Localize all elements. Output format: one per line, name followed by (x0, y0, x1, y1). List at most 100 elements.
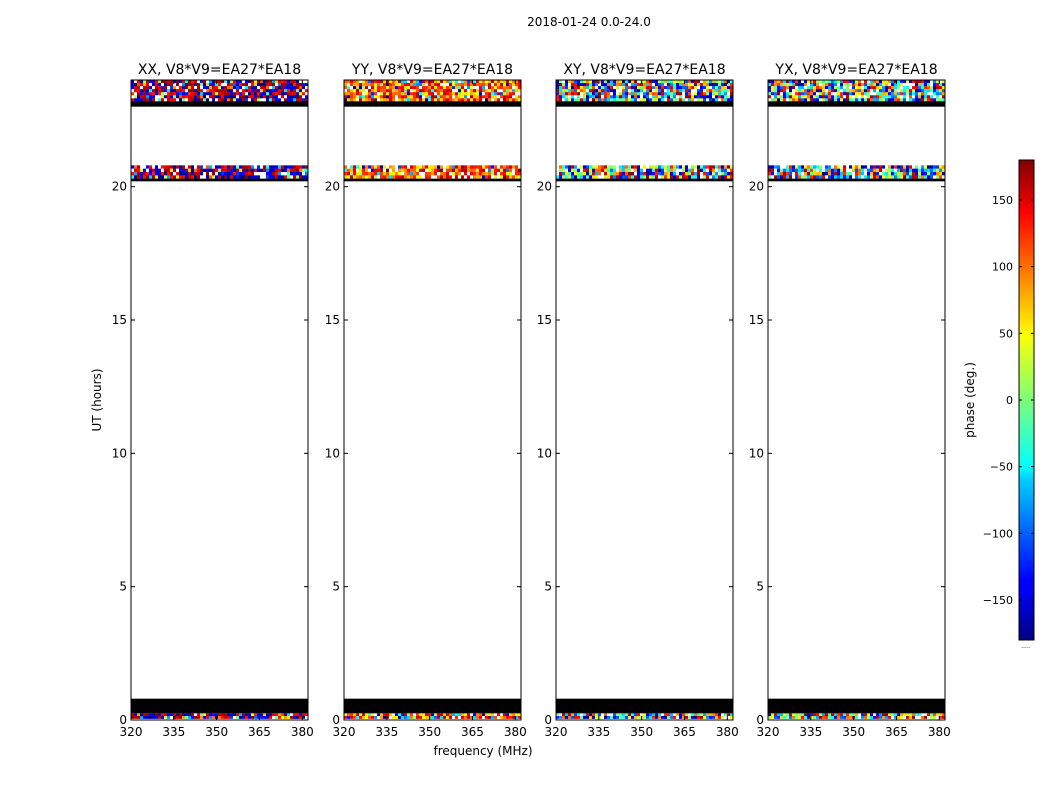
phase-cell (353, 716, 356, 719)
phase-cell (470, 92, 473, 96)
phase-cell (622, 80, 625, 84)
phase-cell (924, 165, 927, 169)
phase-cell (470, 86, 473, 90)
phase-cell (410, 89, 413, 93)
phase-cell (774, 716, 777, 719)
phase-cell (927, 83, 930, 87)
phase-cell (377, 89, 380, 93)
phase-cell (263, 172, 266, 176)
phase-cell (353, 175, 356, 179)
phase-cell (706, 98, 709, 102)
phase-cell (909, 83, 912, 87)
phase-cell (661, 95, 664, 99)
phase-cell (825, 168, 828, 173)
phase-cell (670, 92, 673, 96)
phase-cell (500, 98, 503, 102)
plot-frame (555, 79, 734, 721)
phase-cell (819, 716, 822, 719)
phase-cell (679, 89, 682, 93)
phase-cell (727, 95, 730, 99)
phase-cell (455, 92, 458, 96)
phase-cell (628, 716, 631, 719)
phase-cell (634, 95, 637, 99)
phase-cell (876, 716, 879, 719)
phase-cell (146, 83, 149, 87)
phase-cell (356, 95, 359, 99)
phase-cell (670, 98, 673, 102)
phase-cell (906, 172, 909, 176)
phase-cell (828, 165, 831, 169)
phase-cell (783, 95, 786, 99)
phase-cell (197, 713, 200, 717)
phase-cell (697, 713, 700, 717)
phase-cell (807, 168, 810, 173)
phase-cell (344, 80, 347, 84)
phase-cell (134, 95, 137, 99)
phase-cell (822, 165, 825, 169)
phase-cell (792, 165, 795, 169)
phase-cell (152, 86, 155, 90)
phase-cell (843, 92, 846, 96)
phase-cell (942, 80, 945, 84)
phase-cell (888, 80, 891, 84)
phase-cell (500, 95, 503, 99)
phase-cell (389, 86, 392, 90)
phase-cell (131, 716, 134, 719)
phase-cell (218, 92, 221, 96)
phase-cell (200, 86, 203, 90)
phase-cell (407, 165, 410, 169)
phase-cell (257, 713, 260, 717)
phase-cell (440, 83, 443, 87)
phase-cell (601, 83, 604, 87)
phase-cell (706, 92, 709, 96)
phase-cell (239, 165, 242, 169)
phase-cell (613, 80, 616, 84)
phase-cell (212, 95, 215, 99)
phase-cell (242, 95, 245, 99)
phase-cell (380, 89, 383, 93)
phase-cell (607, 80, 610, 84)
phase-cell (870, 98, 873, 102)
phase-cell (452, 95, 455, 99)
phase-cell (296, 165, 299, 169)
phase-cell (616, 713, 619, 717)
phase-cell (176, 175, 179, 179)
phase-cell (233, 165, 236, 169)
phase-cell (491, 89, 494, 93)
y-tick-label: 10 (325, 446, 340, 460)
phase-cell (568, 98, 571, 102)
phase-cell (455, 168, 458, 173)
phase-cell (870, 168, 873, 173)
phase-cell (200, 95, 203, 99)
phase-cell (625, 86, 628, 90)
phase-cell (586, 86, 589, 90)
phase-cell (374, 172, 377, 176)
phase-cell (452, 80, 455, 84)
phase-cell (263, 165, 266, 169)
phase-cell (509, 98, 512, 102)
phase-cell (918, 175, 921, 179)
phase-cell (592, 95, 595, 99)
phase-cell (685, 83, 688, 87)
phase-cell (924, 168, 927, 173)
phase-cell (795, 713, 798, 717)
phase-cell (589, 175, 592, 179)
phase-cell (891, 175, 894, 179)
phase-cell (637, 98, 640, 102)
phase-cell (915, 168, 918, 173)
phase-cell (888, 92, 891, 96)
phase-cell (822, 172, 825, 176)
phase-cell (891, 80, 894, 84)
phase-cell (350, 95, 353, 99)
phase-cell (574, 80, 577, 84)
phase-cell (392, 165, 395, 169)
phase-cell (885, 172, 888, 176)
phase-cell (801, 165, 804, 169)
phase-cell (640, 172, 643, 176)
phase-cell (233, 175, 236, 179)
phase-cell (930, 89, 933, 93)
phase-cell (625, 713, 628, 717)
phase-cell (658, 86, 661, 90)
phase-cell (374, 713, 377, 717)
phase-cell (789, 168, 792, 173)
